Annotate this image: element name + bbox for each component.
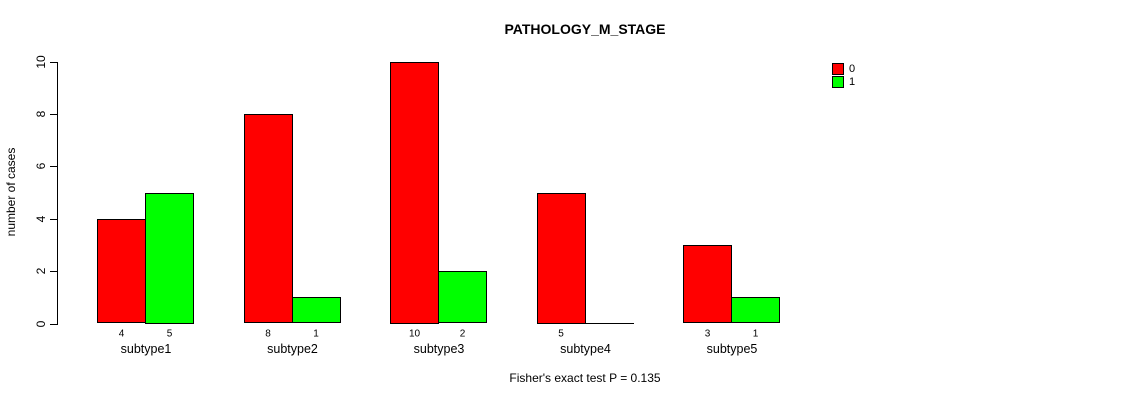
bar — [536, 192, 586, 324]
legend-swatch — [832, 76, 844, 88]
legend-item: 0 — [832, 63, 855, 75]
bar-count-label: 5 — [558, 328, 564, 340]
bar — [145, 192, 194, 324]
bar-count-label: 10 — [408, 328, 421, 340]
y-tick-label: 4 — [34, 215, 48, 223]
y-axis-line — [57, 61, 58, 325]
y-tick — [50, 218, 57, 220]
bar — [97, 218, 146, 324]
category-label: subtype2 — [267, 342, 318, 356]
legend-swatch — [832, 63, 844, 75]
y-tick — [50, 323, 57, 325]
footnote-text: Fisher's exact test P = 0.135 — [509, 371, 661, 385]
y-tick-label: 10 — [34, 54, 48, 69]
bar — [683, 244, 732, 324]
bar — [243, 113, 293, 324]
bar — [390, 61, 439, 324]
legend-label: 0 — [849, 63, 856, 75]
bar — [731, 297, 780, 324]
category-label: subtype1 — [120, 342, 172, 356]
bar — [291, 297, 341, 324]
legend-label: 1 — [849, 76, 856, 88]
bar-count-label: 2 — [459, 328, 466, 340]
bar-count-label: 1 — [752, 328, 759, 340]
y-tick-label: 6 — [34, 162, 48, 170]
y-tick-label: 0 — [34, 320, 48, 327]
y-tick — [50, 166, 57, 168]
zero-height-bar — [584, 322, 634, 324]
y-tick — [50, 271, 57, 273]
y-tick-label: 2 — [34, 267, 48, 275]
bar — [438, 271, 487, 324]
bar-count-label: 4 — [118, 328, 125, 340]
bar-count-label: 5 — [166, 328, 173, 340]
category-label: subtype4 — [560, 342, 611, 356]
category-label: subtype5 — [706, 342, 758, 356]
y-axis-label: number of cases — [4, 147, 18, 237]
legend-item: 1 — [832, 76, 855, 88]
bar-count-label: 3 — [704, 328, 711, 340]
y-tick — [50, 61, 57, 63]
bar-count-label: 1 — [313, 328, 319, 340]
chart-title: PATHOLOGY_M_STAGE — [504, 21, 666, 37]
y-tick — [50, 113, 57, 115]
y-tick-label: 8 — [34, 110, 48, 118]
category-label: subtype3 — [413, 342, 465, 356]
bar-count-label: 8 — [265, 328, 271, 340]
